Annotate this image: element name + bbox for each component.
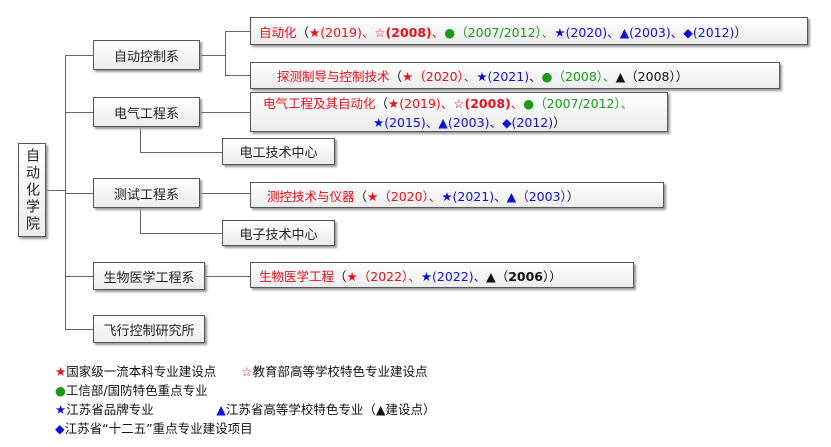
connector — [140, 127, 141, 152]
program-tag: （ — [296, 24, 310, 40]
program-tag: （ — [389, 69, 403, 84]
dept-electrical: 电气工程系 — [93, 97, 200, 127]
program-name: 生物医学工程 — [259, 268, 335, 284]
program-name: 自动化 — [259, 24, 297, 40]
connector — [225, 31, 250, 32]
dept-biomedical: 生物医学工程系 — [93, 262, 205, 290]
program-tag: ●（2008）、 — [541, 69, 616, 84]
legend-symbol-icon: ☆ — [241, 364, 253, 379]
legend-symbol-icon: ▲ — [216, 402, 226, 417]
connector — [225, 75, 250, 76]
dept-flight-control: 飞行控制研究所 — [93, 315, 205, 343]
program-biomedical: 生物医学工程（★（2022）、★(2022)、▲（2006）） — [250, 262, 634, 288]
legend-label: 江苏省品牌专业 — [66, 402, 217, 417]
program-tag: ★(2019)、☆ — [388, 96, 465, 111]
program-tag: （ — [354, 188, 368, 204]
program-guidance-control: 探测制导与控制技术（★（2020）、★(2021)、●（2008）、▲（2008… — [250, 62, 780, 89]
program-tag: 、 — [431, 24, 445, 40]
program-tag: 2006 — [508, 268, 544, 284]
program-tag: ●（2007/2012）、 — [523, 96, 634, 111]
legend-symbol-icon: ★ — [55, 402, 67, 417]
connector — [205, 276, 250, 277]
program-tag: ） — [553, 115, 566, 130]
program-electrical-automation: 电气工程及其自动化（★(2019)、☆(2008)、●（2007/2012）、 ★… — [250, 92, 668, 132]
dept-automatic-control: 自动控制系 — [93, 40, 200, 70]
legend-symbol-icon: ● — [55, 383, 66, 398]
legend-item: ◆江苏省“十二五”重点专业建设项目 — [55, 419, 435, 438]
legend-label: 江苏省“十二五”重点专业建设项目 — [64, 421, 253, 436]
connector — [225, 31, 226, 76]
program-tag: （2007/2012）、 — [455, 24, 555, 40]
program-tag: ） — [566, 188, 580, 204]
connector — [65, 112, 93, 113]
program-measurement-instruments: 测控技术与仪器（★（2020）、★(2021)、▲（2003）） — [250, 182, 664, 208]
connector — [140, 233, 222, 234]
program-tag: ★(2020)、▲(2003)、◆(2012) — [554, 24, 735, 40]
program-tag: (2008) — [464, 96, 511, 111]
legend-label: 国家级一流本科专业建设点 — [66, 364, 242, 379]
program-tag: ★(2021)、▲（2003） — [441, 188, 567, 204]
center-electronics: 电子技术中心 — [222, 220, 335, 246]
program-name: 测控技术与仪器 — [267, 188, 355, 204]
legend-symbol-icon: ★ — [55, 364, 67, 379]
connector — [200, 112, 250, 113]
program-tag: ▲（2008）） — [615, 69, 689, 84]
center-electrician: 电工技术中心 — [222, 138, 335, 165]
program-tag: ☆ — [374, 24, 386, 40]
dept-measurement: 测试工程系 — [93, 178, 200, 208]
program-tag: ● — [444, 24, 456, 40]
program-tag: ★(2022)、 — [420, 268, 487, 284]
legend: ★国家级一流本科专业建设点 ☆教育部高等学校特色专业建设点 ●工信部/国防特色重点… — [55, 362, 435, 438]
legend-item: ★江苏省品牌专业 ▲江苏省高等学校特色专业（▲建设点） — [55, 400, 435, 419]
program-name: 电气工程及其自动化 — [263, 96, 376, 111]
program-tag: ★(2015)、▲(2003)、◆(2012) — [373, 115, 554, 130]
legend-symbol-icon: ◆ — [55, 421, 65, 436]
program-tag: ★（2020）、 — [367, 188, 442, 204]
program-tag: ★（2020）、 — [402, 69, 477, 84]
program-name: 探测制导与控制技术 — [277, 69, 390, 84]
program-tag: (2019)、 — [320, 24, 375, 40]
connector — [65, 55, 93, 56]
program-tag: (2008) — [385, 24, 432, 40]
legend-label: 工信部/国防特色重点专业 — [65, 383, 208, 398]
connector — [140, 152, 222, 153]
program-tag: （ — [334, 268, 347, 284]
connector — [65, 55, 66, 330]
program-tag: ▲（ — [486, 268, 509, 284]
legend-label: 江苏省高等学校特色专业（▲建设点） — [225, 402, 436, 417]
program-tag: ★ — [309, 24, 321, 40]
connector — [200, 55, 225, 56]
connector — [200, 193, 250, 194]
program-tag: ★（2022）、 — [346, 268, 421, 284]
legend-item: ★国家级一流本科专业建设点 ☆教育部高等学校特色专业建设点 — [55, 362, 435, 381]
connector — [65, 329, 93, 330]
connector — [46, 190, 65, 191]
program-tag: ） — [734, 24, 747, 40]
connector — [65, 193, 93, 194]
connector — [140, 208, 141, 233]
connector — [65, 276, 93, 277]
program-automation: 自动化（★(2019)、☆(2008)、●（2007/2012）、★(2020)… — [250, 17, 808, 45]
program-tag: （ — [375, 96, 389, 111]
program-tag: ）） — [543, 268, 562, 284]
legend-label: 教育部高等学校特色专业建设点 — [252, 364, 428, 379]
program-tag: 、 — [510, 96, 524, 111]
program-tag: ★(2021)、 — [476, 69, 542, 84]
legend-item: ●工信部/国防特色重点专业 — [55, 381, 435, 400]
root-college: 自动化学院 — [18, 143, 46, 237]
